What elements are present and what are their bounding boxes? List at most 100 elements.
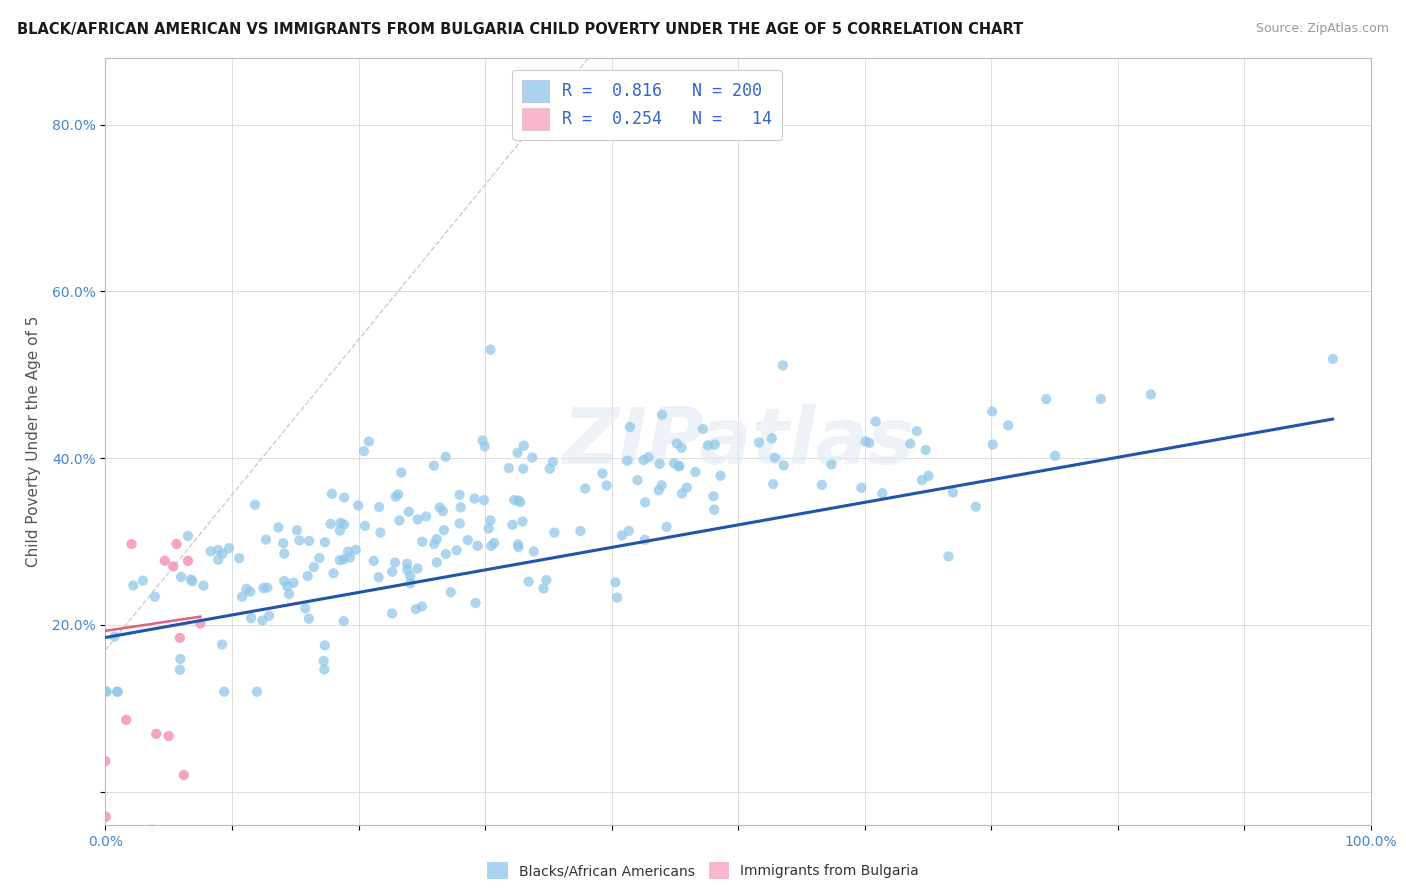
Point — [446, 543, 468, 558]
Point — [858, 436, 880, 450]
Point — [145, 727, 167, 741]
Point — [538, 462, 561, 476]
Point — [370, 525, 392, 540]
Point — [188, 616, 211, 631]
Point — [193, 578, 215, 592]
Point — [333, 517, 356, 532]
Point — [463, 491, 485, 506]
Point — [479, 539, 502, 553]
Point — [285, 523, 308, 537]
Point — [363, 554, 385, 568]
Point — [396, 563, 419, 577]
Point — [820, 458, 842, 472]
Point — [501, 517, 523, 532]
Text: Source: ZipAtlas.com: Source: ZipAtlas.com — [1256, 22, 1389, 36]
Point — [855, 434, 877, 449]
Point — [122, 578, 145, 592]
Point — [464, 596, 486, 610]
Point — [94, 684, 117, 698]
Point — [389, 466, 412, 480]
Point — [273, 574, 295, 588]
Point — [211, 547, 233, 561]
Point — [388, 513, 411, 527]
Point — [513, 439, 536, 453]
Point — [762, 477, 785, 491]
Point — [429, 500, 451, 515]
Point — [434, 547, 457, 561]
Point — [207, 552, 229, 566]
Point — [981, 404, 1004, 418]
Point — [1140, 387, 1163, 401]
Point — [283, 575, 305, 590]
Point — [239, 584, 262, 599]
Point — [153, 554, 176, 568]
Point — [332, 614, 354, 628]
Point — [107, 684, 129, 698]
Point — [314, 639, 336, 653]
Point — [506, 537, 529, 551]
Point — [405, 602, 427, 616]
Point — [651, 408, 673, 422]
Point — [810, 478, 832, 492]
Point — [115, 713, 138, 727]
Point — [606, 591, 628, 605]
Point — [911, 473, 934, 487]
Text: BLACK/AFRICAN AMERICAN VS IMMIGRANTS FROM BULGARIA CHILD POVERTY UNDER THE AGE O: BLACK/AFRICAN AMERICAN VS IMMIGRANTS FRO… — [17, 22, 1024, 37]
Point — [543, 525, 565, 540]
Point — [703, 437, 725, 451]
Point — [478, 522, 501, 536]
Point — [748, 435, 770, 450]
Point — [411, 534, 433, 549]
Point — [157, 729, 180, 743]
Point — [1043, 449, 1066, 463]
Point — [384, 490, 406, 504]
Point — [479, 343, 502, 357]
Point — [426, 556, 449, 570]
Point — [668, 459, 690, 474]
Point — [697, 438, 720, 452]
Point — [763, 450, 786, 465]
Point — [177, 554, 200, 568]
Point — [312, 654, 335, 668]
Point — [662, 456, 685, 470]
Point — [322, 566, 344, 581]
Point — [569, 524, 592, 538]
Point — [1035, 392, 1057, 406]
Point — [308, 551, 330, 566]
Point — [321, 487, 343, 501]
Point — [396, 557, 419, 571]
Point — [132, 574, 155, 588]
Point — [479, 513, 502, 527]
Point — [398, 505, 420, 519]
Point — [337, 544, 360, 558]
Point — [671, 441, 693, 455]
Point — [474, 439, 496, 453]
Point — [180, 573, 202, 587]
Point — [344, 542, 367, 557]
Point — [381, 607, 404, 621]
Point — [294, 601, 316, 615]
Point — [423, 537, 446, 551]
Point — [302, 560, 325, 574]
Point — [288, 533, 311, 548]
Point — [651, 478, 673, 492]
Point — [169, 663, 191, 677]
Point — [449, 488, 471, 502]
Point — [96, 684, 118, 698]
Point — [1090, 392, 1112, 406]
Point — [685, 465, 707, 479]
Point — [605, 575, 627, 590]
Point — [619, 420, 641, 434]
Point — [218, 541, 240, 556]
Point — [440, 585, 463, 599]
Point — [472, 493, 495, 508]
Point — [533, 582, 555, 596]
Point — [276, 579, 298, 593]
Point — [772, 458, 794, 473]
Point — [423, 458, 446, 473]
Point — [965, 500, 987, 514]
Point — [121, 537, 143, 551]
Point — [162, 559, 184, 574]
Point — [399, 569, 422, 583]
Point — [298, 533, 321, 548]
